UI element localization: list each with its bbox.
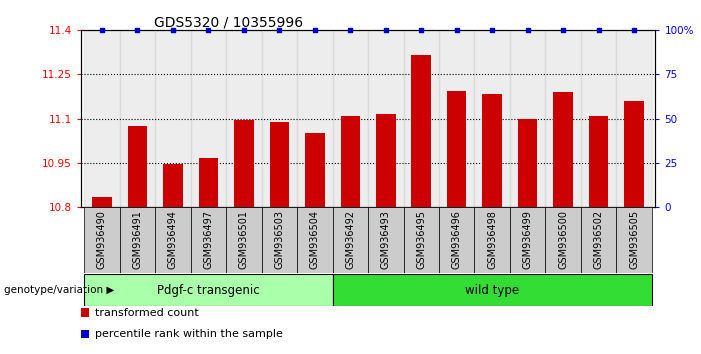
Text: GSM936499: GSM936499 [523,210,533,269]
Text: GSM936493: GSM936493 [381,210,390,269]
Text: wild type: wild type [465,284,519,297]
Text: GSM936497: GSM936497 [203,210,213,269]
Bar [510,30,545,207]
Bar [616,207,652,273]
Bar [404,30,439,207]
Bar [332,30,368,207]
Point [345,27,356,33]
Bar [191,30,226,207]
Bar [92,197,111,207]
Point [451,27,463,33]
Text: GSM936502: GSM936502 [594,210,604,269]
Text: percentile rank within the sample: percentile rank within the sample [95,329,283,339]
Bar [589,116,608,207]
Bar [581,207,616,273]
Point [168,27,179,33]
Point [238,27,250,33]
Point [203,27,214,33]
Text: transformed count: transformed count [95,308,198,318]
Point [132,27,143,33]
Bar [84,274,332,306]
Bar [475,30,510,207]
Bar [439,30,475,207]
Text: GSM936494: GSM936494 [168,210,178,269]
Bar [332,274,652,306]
Text: GSM936501: GSM936501 [239,210,249,269]
Point [273,27,285,33]
Bar [616,30,652,207]
Bar [226,207,261,273]
Text: GSM936503: GSM936503 [274,210,285,269]
Bar [297,30,332,207]
Text: genotype/variation ▶: genotype/variation ▶ [4,285,114,295]
Point [629,27,640,33]
Bar [226,30,261,207]
Text: Pdgf-c transgenic: Pdgf-c transgenic [157,284,259,297]
Point [593,27,604,33]
Text: GSM936492: GSM936492 [346,210,355,269]
Bar [625,101,644,207]
Text: GSM936495: GSM936495 [416,210,426,269]
Text: GSM936498: GSM936498 [487,210,497,269]
Point [557,27,569,33]
Bar [545,207,581,273]
Bar [297,207,332,273]
Text: GSM936500: GSM936500 [558,210,569,269]
Bar [581,30,616,207]
Bar [368,30,404,207]
Text: GSM936505: GSM936505 [629,210,639,269]
Bar [270,122,289,207]
Bar [341,116,360,207]
Bar [120,207,155,273]
Text: GSM936496: GSM936496 [451,210,462,269]
Bar [411,55,431,207]
Bar [305,133,325,207]
Bar [518,119,538,207]
Bar [553,92,573,207]
Bar [120,30,155,207]
Bar [84,30,120,207]
Bar [332,207,368,273]
Bar [475,207,510,273]
Point [380,27,391,33]
Text: GSM936504: GSM936504 [310,210,320,269]
Bar [545,30,581,207]
Bar [447,91,466,207]
Bar [376,114,395,207]
Bar [261,207,297,273]
Bar [439,207,475,273]
Bar [163,164,183,207]
Point [309,27,320,33]
Bar [368,207,404,273]
Bar [482,93,502,207]
Bar [234,120,254,207]
Point [522,27,533,33]
Bar [84,207,120,273]
Text: GDS5320 / 10355996: GDS5320 / 10355996 [154,16,304,30]
Bar [198,158,218,207]
Bar [404,207,439,273]
Bar [128,126,147,207]
Point [96,27,107,33]
Point [486,27,498,33]
Bar [510,207,545,273]
Text: GSM936491: GSM936491 [132,210,142,269]
Text: GSM936490: GSM936490 [97,210,107,269]
Bar [155,30,191,207]
Bar [155,207,191,273]
Bar [191,207,226,273]
Point [416,27,427,33]
Bar [261,30,297,207]
